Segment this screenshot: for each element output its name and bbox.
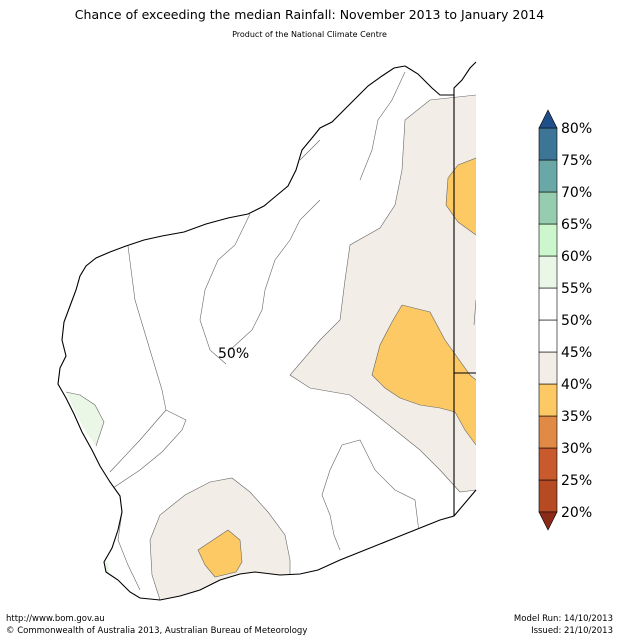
colorbar-arrow-low (538, 511, 558, 531)
map-subtitle: Product of the National Climate Centre (232, 30, 387, 39)
colorbar-cell (538, 191, 558, 225)
colorbar-tick-label: 50% (561, 313, 592, 329)
state-border (453, 95, 476, 516)
colorbar-cell (538, 383, 558, 417)
colorbar-tick-label: 20% (561, 505, 592, 521)
footer-left: http://www.bom.gov.au © Commonwealth of … (6, 613, 307, 637)
colorbar-cells (538, 109, 558, 531)
colorbar-cell (538, 159, 558, 193)
colorbar-labels: 20% 25% 30% 35% 40% 45% 50% 55% 60% 65% 70% 75% 80% (561, 121, 592, 521)
colorbar-tick-label: 70% (561, 185, 592, 201)
colorbar-cell (538, 255, 558, 289)
colorbar-tick-label: 75% (561, 153, 592, 169)
colorbar-cell (538, 127, 558, 161)
region-35-40-central (372, 305, 476, 445)
colorbar-cell (538, 479, 558, 513)
colorbar-cell (538, 287, 558, 321)
colorbar-tick-label: 30% (561, 441, 592, 457)
colorbar-cell (538, 319, 558, 353)
map-title: Chance of exceeding the median Rainfall:… (74, 7, 545, 22)
footer-url: http://www.bom.gov.au (6, 614, 105, 624)
region-35-40-south (198, 530, 242, 577)
colorbar-tick-label: 40% (561, 377, 592, 393)
colorbar-tick-label: 25% (561, 473, 592, 489)
contour-lines (65, 62, 476, 600)
colorbar-tick-label: 60% (561, 249, 592, 265)
footer-issued: Issued: 21/10/2013 (531, 626, 613, 636)
colorbar-arrow-high (538, 109, 558, 129)
region-55-60-west (66, 392, 104, 446)
colorbar-cell (538, 447, 558, 481)
colorbar-tick-label: 80% (561, 121, 592, 137)
footer-copyright: © Commonwealth of Australia 2013, Austra… (6, 626, 308, 636)
colorbar-cell (538, 351, 558, 385)
colorbar-tick-label: 35% (561, 409, 592, 425)
contour-label-50: 50% (218, 346, 249, 362)
footer-right: Model Run: 14/10/2013 Issued: 21/10/2013 (514, 613, 613, 637)
colorbar-tick-label: 65% (561, 217, 592, 233)
colorbar-cell (538, 223, 558, 257)
footer-model-run: Model Run: 14/10/2013 (513, 614, 613, 624)
colorbar-cell (538, 415, 558, 449)
colorbar-tick-label: 55% (561, 281, 592, 297)
colorbar-tick-label: 45% (561, 345, 592, 361)
